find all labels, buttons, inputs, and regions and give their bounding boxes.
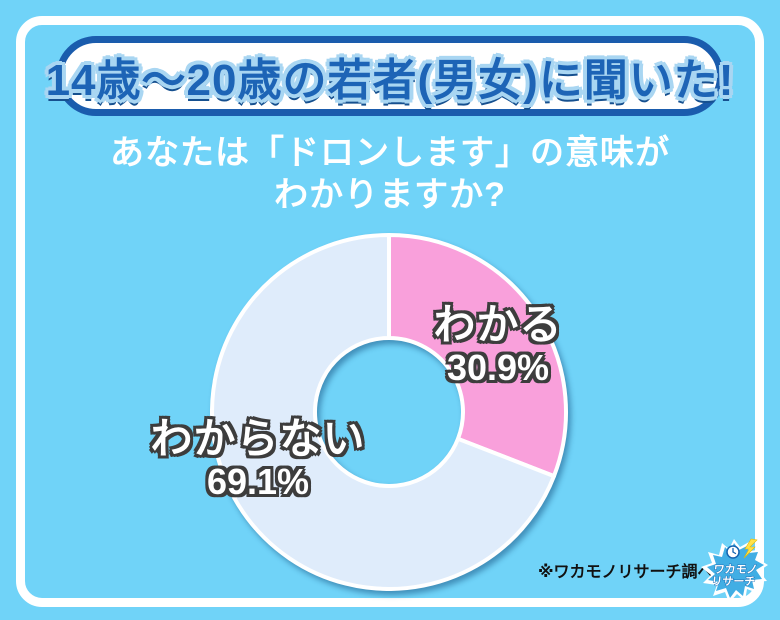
- slice-label-wakaranai-name: わからない: [150, 415, 366, 462]
- title-banner: 14歳〜20歳の若者(男女)に聞いた!: [46, 36, 733, 116]
- logo-text-line-1: ワカモノ: [713, 563, 758, 576]
- question-line-1: あなたは「ドロンします」の意味が: [110, 134, 670, 172]
- donut-chart: [210, 233, 568, 591]
- slice-label-wakaru: わかる 30.9%: [388, 302, 608, 388]
- question-text: あなたは「ドロンします」の意味が わかりますか?: [0, 132, 780, 216]
- slice-label-wakaranai-value: 69.1%: [206, 461, 310, 502]
- donut-segment-わかる: [387, 233, 568, 479]
- slice-label-wakaru-name: わかる: [433, 301, 563, 348]
- donut-segment-わからない: [210, 233, 556, 591]
- logo-splash-burst: [701, 539, 768, 603]
- slice-label-wakaranai: わからない 69.1%: [124, 416, 392, 502]
- page-frame: [16, 16, 764, 607]
- logo-text-line-2: リサーチ: [711, 575, 756, 588]
- slice-label-wakaru-value: 30.9%: [446, 347, 550, 388]
- page-title: 14歳〜20歳の若者(男女)に聞いた!: [45, 56, 735, 105]
- logo-text: ワカモノ リサーチ: [710, 563, 758, 589]
- question-line-2: わかりますか?: [274, 176, 506, 214]
- source-footnote: ※ワカモノリサーチ調べ: [538, 564, 714, 581]
- logo-lightning-icon: [743, 538, 758, 559]
- logo-clock-icon: [726, 545, 740, 559]
- wakamono-research-logo: ワカモノ リサーチ: [701, 538, 768, 603]
